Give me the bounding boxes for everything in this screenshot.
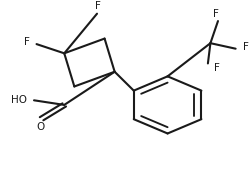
Text: F: F bbox=[214, 63, 220, 73]
Text: O: O bbox=[36, 122, 44, 132]
Text: F: F bbox=[243, 42, 249, 52]
Text: HO: HO bbox=[11, 95, 27, 105]
Text: F: F bbox=[23, 37, 29, 47]
Text: F: F bbox=[95, 1, 101, 11]
Text: F: F bbox=[212, 9, 218, 19]
